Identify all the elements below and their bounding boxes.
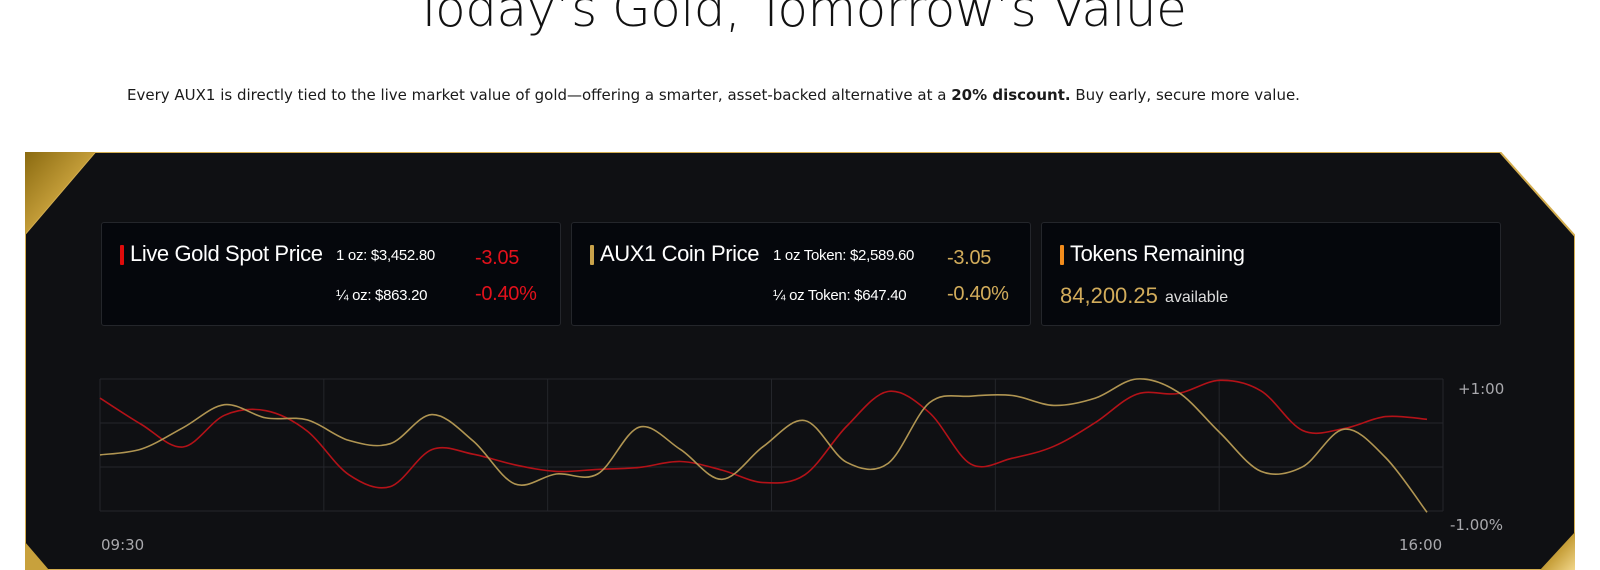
aux1-price-title: AUX1 Coin Price (600, 241, 760, 266)
gold-spot-card: Live Gold Spot Price 1 oz: $3,452.80 -3.… (101, 222, 561, 326)
chart-grid (99, 378, 1444, 512)
aux1-quarter-price: ¼ oz Token: $647.40 (773, 287, 907, 304)
discount-highlight: 20% discount. (951, 86, 1071, 104)
red-accent-bar (120, 245, 124, 265)
tokens-remaining-card: Tokens Remaining 84,200.25 available (1041, 222, 1501, 326)
gold-spot-title: Live Gold Spot Price (130, 241, 323, 266)
series-line-gold (99, 378, 1428, 513)
aux1-1oz-price: 1 oz Token: $2,589.60 (773, 247, 915, 264)
gold-corner-bottom-right (1540, 532, 1575, 570)
gold-accent-bar (590, 245, 594, 265)
intro-text-end: Buy early, secure more value. (1070, 86, 1300, 104)
gold-spot-1oz-price: 1 oz: $3,452.80 (336, 247, 435, 264)
gold-corner-top-left (25, 152, 95, 234)
orange-accent-bar (1060, 245, 1064, 265)
aux1-quarter-change: -0.40% (947, 283, 1009, 305)
intro-paragraph: Every AUX1 is directly tied to the live … (127, 86, 1300, 104)
series-line-red (99, 379, 1428, 489)
aux1-price-card: AUX1 Coin Price 1 oz Token: $2,589.60 -3… (571, 222, 1031, 326)
gold-corner-bottom-left (25, 542, 49, 570)
aux1-1oz-change: -3.05 (947, 247, 992, 269)
y-axis-bottom-label: -1.00% (1450, 516, 1504, 534)
tokens-remaining-title: Tokens Remaining (1070, 241, 1245, 266)
gold-spot-quarter-price: ¼ oz: $863.20 (336, 287, 428, 304)
intro-text-start: Every AUX1 is directly tied to the live … (127, 86, 952, 104)
tokens-remaining-value: 84,200.25 (1060, 283, 1158, 308)
x-axis-end-label: 16:00 (1399, 536, 1443, 554)
page-headline: Today’s Gold, Tomorrow’s Value (413, 0, 1187, 38)
x-axis-start-label: 09:30 (101, 536, 145, 554)
tokens-remaining-suffix: available (1165, 289, 1229, 306)
gold-spot-quarter-change: -0.40% (475, 283, 537, 305)
gold-spot-1oz-change: -3.05 (475, 247, 520, 269)
y-axis-top-label: +1:00 (1458, 380, 1505, 398)
